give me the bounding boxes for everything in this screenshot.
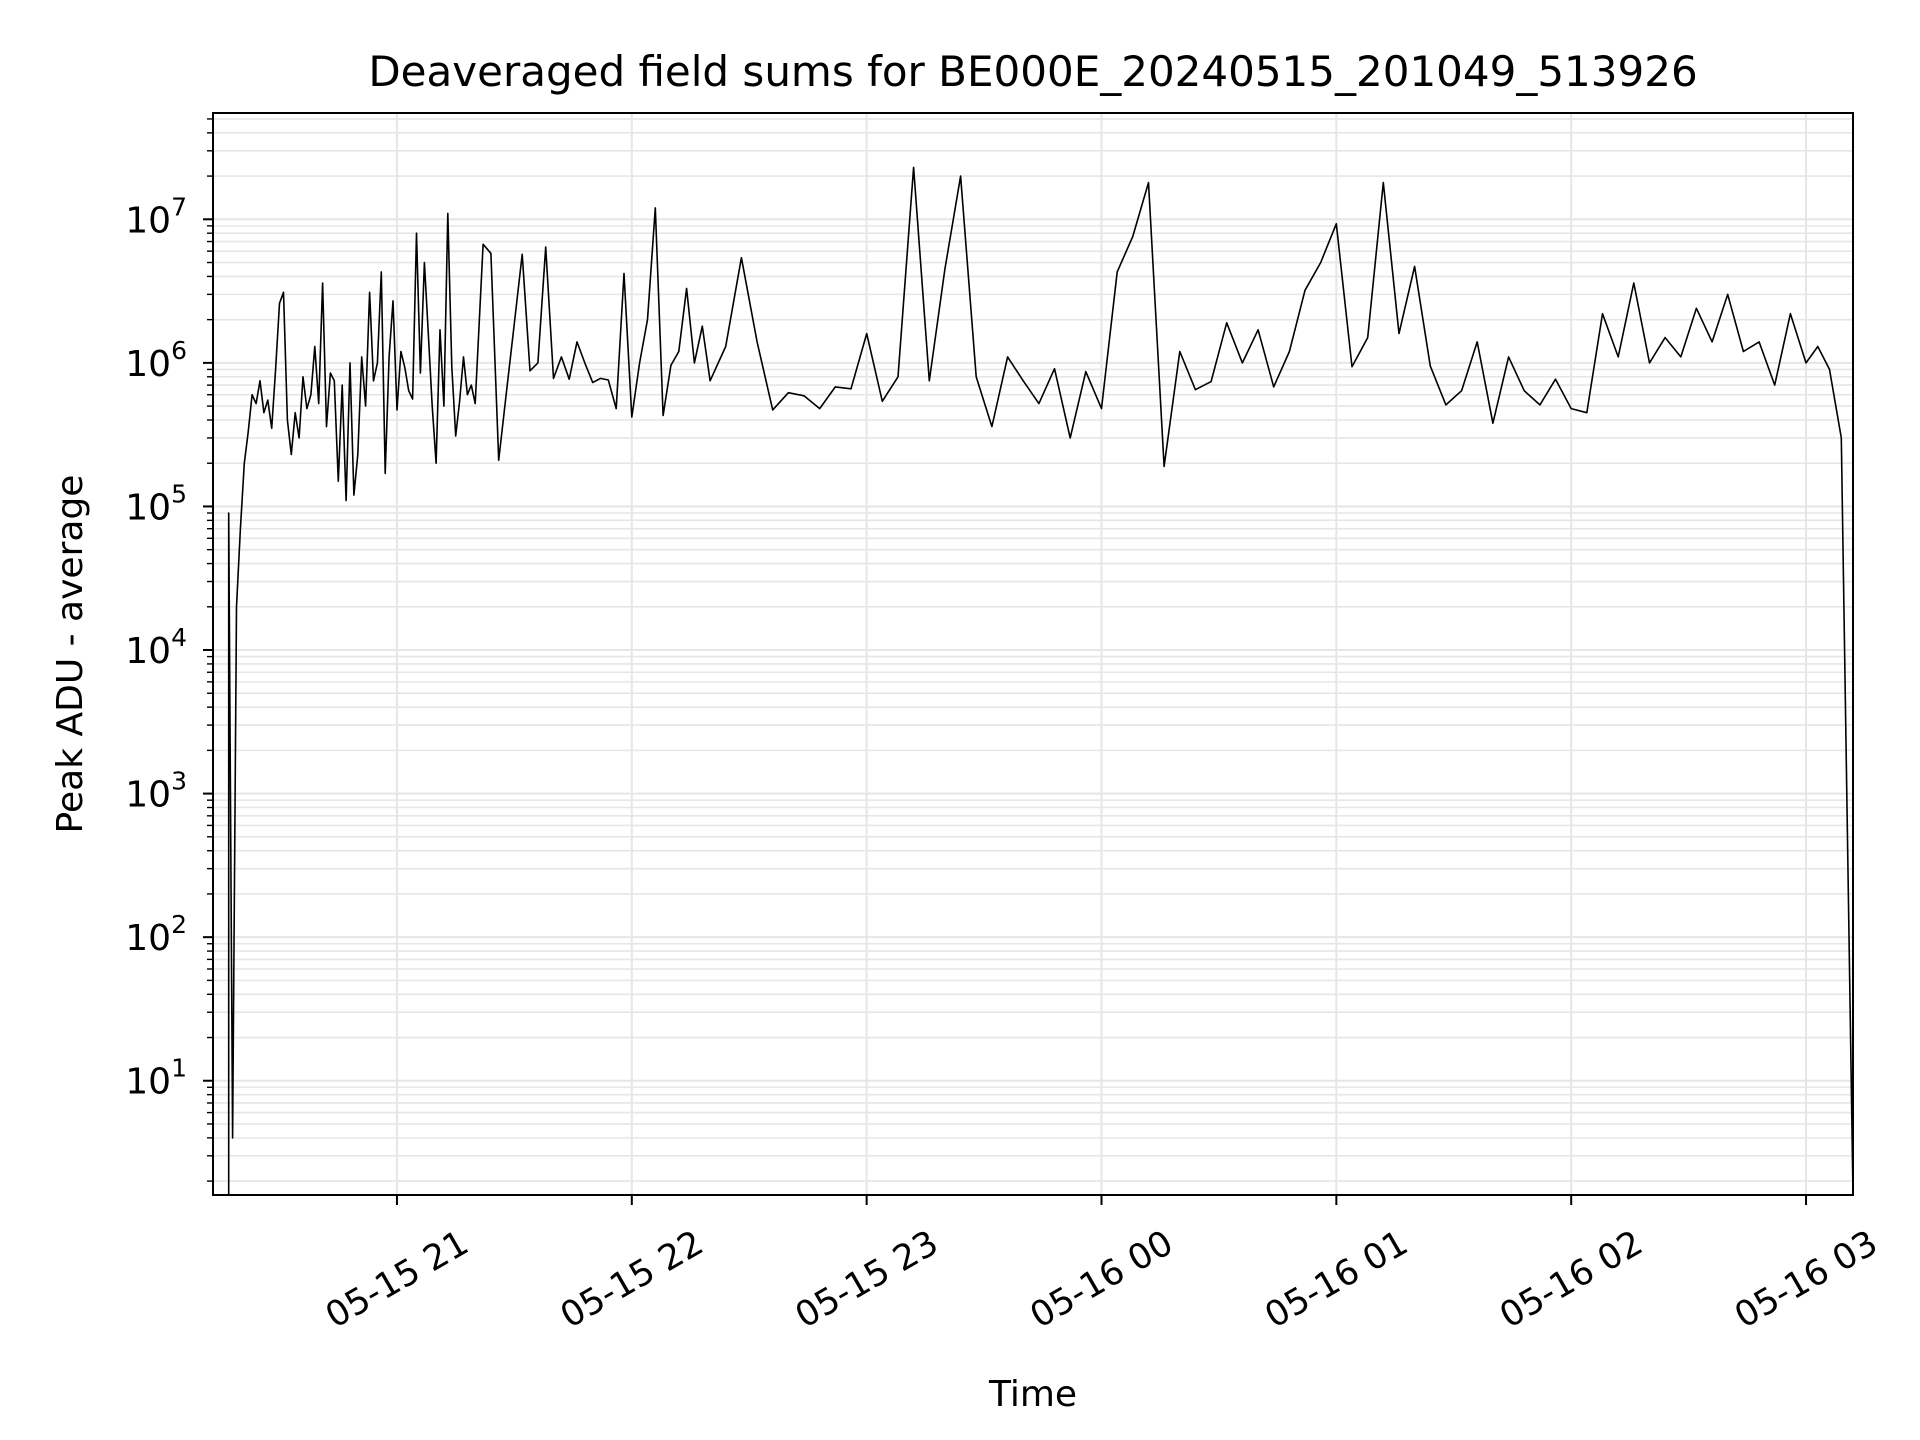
y-tick-label-base: 10 [125, 918, 171, 959]
y-tick-label-exponent: 6 [171, 336, 187, 365]
y-tick-label: 106 [125, 336, 187, 385]
y-tick-label: 101 [125, 1054, 187, 1103]
chart-title: Deaveraged field sums for BE000E_2024051… [368, 47, 1697, 96]
y-axis-label: Peak ADU - average [50, 475, 91, 834]
y-tick-label-exponent: 4 [171, 623, 187, 652]
y-tick-label-base: 10 [125, 775, 171, 816]
grid [213, 113, 1853, 1195]
y-tick-label: 107 [125, 192, 187, 241]
y-tick-label-base: 10 [125, 1062, 171, 1103]
y-tick-label-exponent: 7 [171, 192, 187, 221]
plot-frame [212, 112, 1854, 1196]
y-tick-label-base: 10 [125, 344, 171, 385]
y-tick-label-base: 10 [125, 200, 171, 241]
y-tick-label-base: 10 [125, 631, 171, 672]
y-tick-label-base: 10 [125, 487, 171, 528]
y-tick-label-exponent: 3 [171, 767, 187, 796]
y-tick-label-exponent: 2 [171, 910, 187, 939]
y-tick-label: 103 [125, 767, 187, 816]
y-tick-label: 104 [125, 623, 187, 672]
y-tick-label: 105 [125, 479, 187, 528]
y-tick-label-exponent: 5 [171, 479, 187, 508]
y-tick-label-exponent: 1 [171, 1054, 187, 1083]
x-axis-label: Time [988, 1374, 1077, 1415]
y-tick-label: 102 [125, 910, 187, 959]
series-line [227, 166, 1854, 1196]
series-layer [227, 166, 1854, 1196]
